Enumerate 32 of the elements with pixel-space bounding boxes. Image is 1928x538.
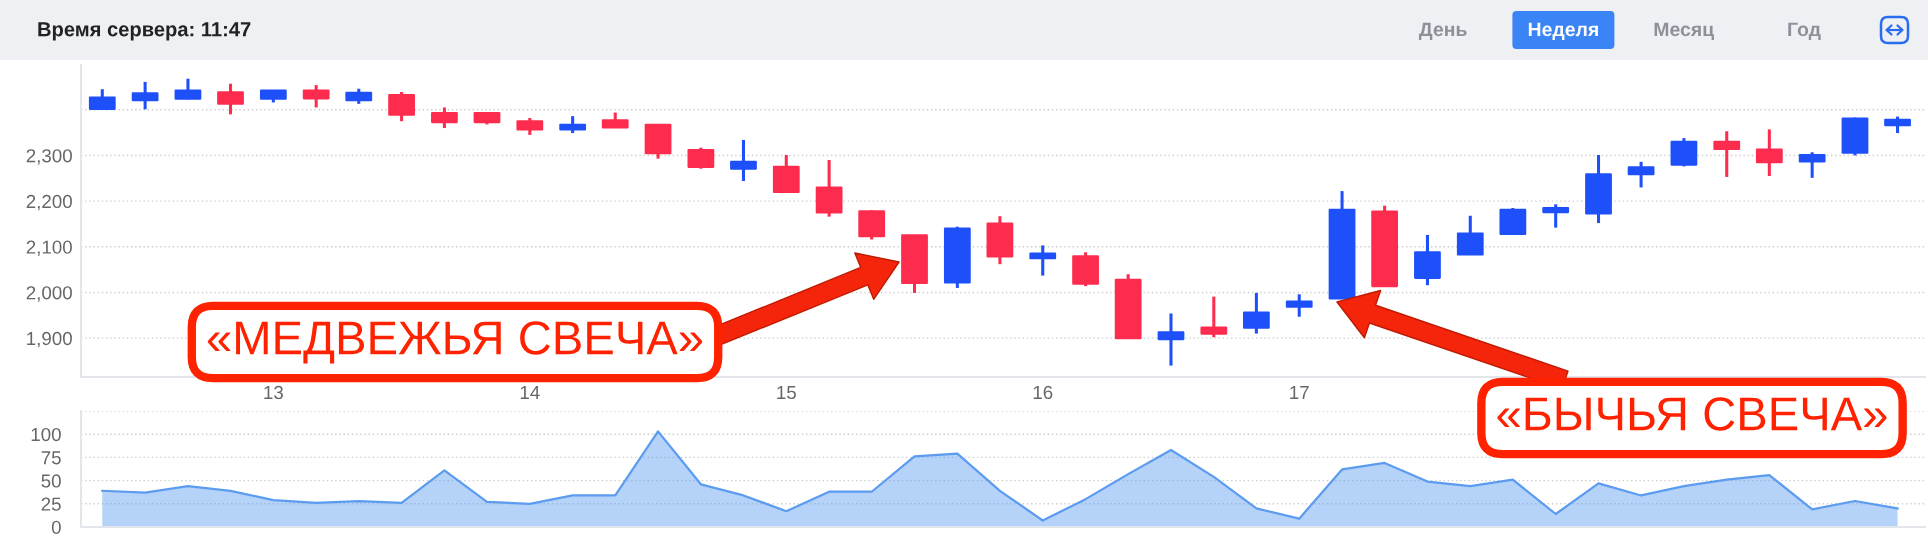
candlestick <box>730 138 757 182</box>
x-tick-label: 14 <box>520 386 540 399</box>
candlestick <box>1713 131 1741 177</box>
text: Время сервера: 11:47 <box>38 22 251 41</box>
x-tick-label: 17 <box>1290 386 1309 399</box>
candlestick <box>1157 313 1185 366</box>
y-tick-label: 75 <box>41 451 61 465</box>
y-tick-label: 1,900 <box>27 331 72 348</box>
candlestick <box>1200 296 1228 338</box>
y-tick-label: 50 <box>41 474 61 488</box>
y-tick-label: 2,100 <box>26 240 72 256</box>
y-tick-label: 100 <box>31 427 61 442</box>
candlestick <box>1627 160 1655 188</box>
y-tick-label: 0 <box>51 520 61 534</box>
candlestick <box>1029 245 1057 276</box>
x-tick-label: 13 <box>264 385 283 400</box>
candlestick <box>1542 204 1570 228</box>
y-tick-label: 2,300 <box>26 149 72 165</box>
y-tick-label: 25 <box>41 497 61 511</box>
x-tick-label: 16 <box>1033 385 1053 400</box>
candlestick <box>1285 294 1313 317</box>
text: День <box>1418 22 1467 40</box>
candlestick <box>131 80 159 110</box>
annotation: «БЫЧЬЯ СВЕЧА» <box>1497 397 1887 431</box>
y-tick-label: 2,000 <box>26 286 72 302</box>
y-tick-label: 2,200 <box>26 194 72 211</box>
annotation: «МЕДВЕЖЬЯ СВЕЧА» <box>207 321 703 364</box>
text: Месяц <box>1654 22 1714 40</box>
text: Неделя <box>1528 22 1598 40</box>
candlestick <box>1798 152 1826 178</box>
x-tick-label: 15 <box>777 386 796 400</box>
text: Год <box>1788 22 1821 40</box>
